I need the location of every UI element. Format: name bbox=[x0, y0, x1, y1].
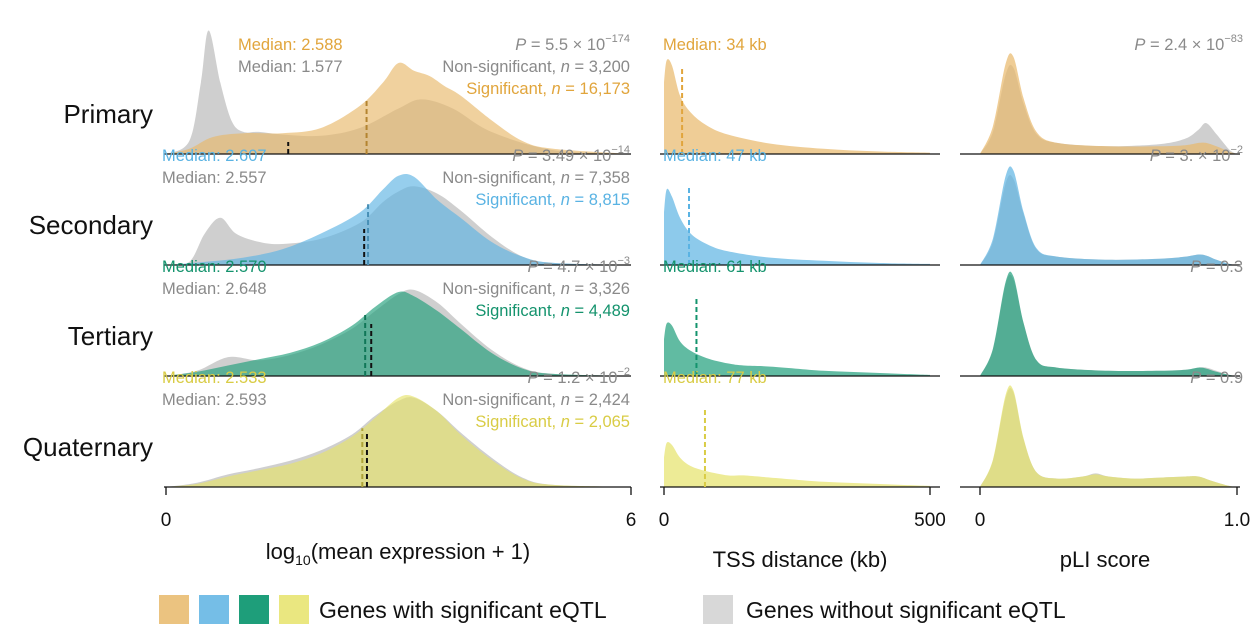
pli-row-primary bbox=[960, 53, 1240, 155]
tss-row-primary bbox=[660, 59, 940, 155]
expression-row-primary bbox=[164, 30, 631, 155]
x-axis-title-pli: pLI score bbox=[1060, 547, 1151, 572]
legend-swatch-tertiary bbox=[239, 595, 269, 624]
legend-nonsignificant-label: Genes without significant eQTL bbox=[746, 597, 1066, 623]
median-label: Median: 47 kb bbox=[663, 147, 767, 165]
n-significant-label: Significant, n = 8,815 bbox=[475, 191, 630, 209]
median-nonsignificant-label: Median: 1.577 bbox=[238, 58, 343, 76]
p-value-label: P = 1.2 × 10−2 bbox=[528, 366, 630, 387]
x-tick-label: 1.0 bbox=[1224, 510, 1250, 531]
n-significant-label: Significant, n = 16,173 bbox=[466, 80, 630, 98]
median-significant-label: Median: 2.533 bbox=[162, 369, 267, 387]
n-significant-label: Significant, n = 2,065 bbox=[475, 413, 630, 431]
tss-row-tertiary bbox=[660, 296, 940, 377]
expression-row-secondary bbox=[164, 174, 631, 266]
pli-row-quaternary bbox=[960, 385, 1240, 488]
median-label: Median: 77 kb bbox=[663, 369, 767, 387]
p-value-label: P = 4.7 × 10−3 bbox=[528, 255, 630, 276]
median-significant-label: Median: 2.570 bbox=[162, 258, 267, 276]
density-significant bbox=[664, 59, 930, 155]
pli-row-secondary bbox=[960, 166, 1240, 266]
median-nonsignificant-label: Median: 2.648 bbox=[162, 280, 267, 298]
x-axis-title-expression: log10(mean expression + 1) bbox=[266, 539, 530, 568]
median-significant-label: Median: 2.588 bbox=[238, 36, 343, 54]
row-label-quaternary: Quaternary bbox=[23, 432, 153, 462]
x-tick-label: 0 bbox=[975, 510, 986, 531]
x-tick-label: 0 bbox=[659, 510, 670, 531]
p-value-label: P = 0.9 bbox=[1190, 369, 1243, 387]
p-value-label: P = 3.49 × 10−14 bbox=[512, 144, 630, 165]
expression-row-tertiary bbox=[164, 289, 631, 377]
legend-swatch-primary bbox=[159, 595, 189, 624]
median-label: Median: 34 kb bbox=[663, 36, 767, 54]
pli-row-tertiary bbox=[960, 271, 1240, 377]
n-nonsignificant-label: Non-significant, n = 7,358 bbox=[442, 169, 630, 187]
n-significant-label: Significant, n = 4,489 bbox=[475, 302, 630, 320]
density-significant bbox=[166, 62, 631, 154]
density-significant bbox=[664, 441, 930, 487]
x-axis-title-tss: TSS distance (kb) bbox=[713, 547, 888, 572]
x-tick-label: 500 bbox=[914, 510, 946, 531]
median-label: Median: 61 kb bbox=[663, 258, 767, 276]
p-value-label: P = 2.4 × 10−83 bbox=[1134, 33, 1243, 54]
median-significant-label: Median: 2.607 bbox=[162, 147, 267, 165]
n-nonsignificant-label: Non-significant, n = 3,326 bbox=[442, 280, 630, 298]
density-significant bbox=[980, 385, 1237, 487]
tss-row-secondary bbox=[660, 185, 940, 266]
density-significant bbox=[664, 188, 930, 265]
row-label-primary: Primary bbox=[63, 99, 153, 129]
median-nonsignificant-label: Median: 2.593 bbox=[162, 391, 267, 409]
density-significant bbox=[166, 395, 631, 487]
row-label-tertiary: Tertiary bbox=[68, 321, 153, 351]
median-nonsignificant-label: Median: 2.557 bbox=[162, 169, 267, 187]
n-nonsignificant-label: Non-significant, n = 2,424 bbox=[442, 391, 630, 409]
density-significant bbox=[980, 53, 1237, 154]
legend-swatch-quaternary bbox=[279, 595, 309, 624]
density-significant bbox=[166, 174, 631, 265]
p-value-label: P = 5.5 × 10−174 bbox=[515, 33, 630, 54]
legend-swatch-secondary bbox=[199, 595, 229, 624]
p-value-label: P = 0.3 bbox=[1190, 258, 1243, 276]
expression-row-quaternary bbox=[164, 395, 631, 488]
p-value-label: P = 3. × 10−2 bbox=[1150, 144, 1243, 165]
density-significant bbox=[980, 166, 1237, 265]
row-label-secondary: Secondary bbox=[29, 210, 153, 240]
density-significant bbox=[980, 271, 1237, 376]
legend-swatch-nonsignificant bbox=[703, 595, 733, 624]
x-tick-label: 6 bbox=[626, 510, 637, 531]
density-significant bbox=[664, 322, 930, 376]
legend-significant-label: Genes with significant eQTL bbox=[319, 597, 607, 623]
x-tick-label: 0 bbox=[161, 510, 172, 531]
density-significant bbox=[166, 291, 631, 376]
n-nonsignificant-label: Non-significant, n = 3,200 bbox=[442, 58, 630, 76]
tss-row-quaternary bbox=[660, 407, 940, 488]
